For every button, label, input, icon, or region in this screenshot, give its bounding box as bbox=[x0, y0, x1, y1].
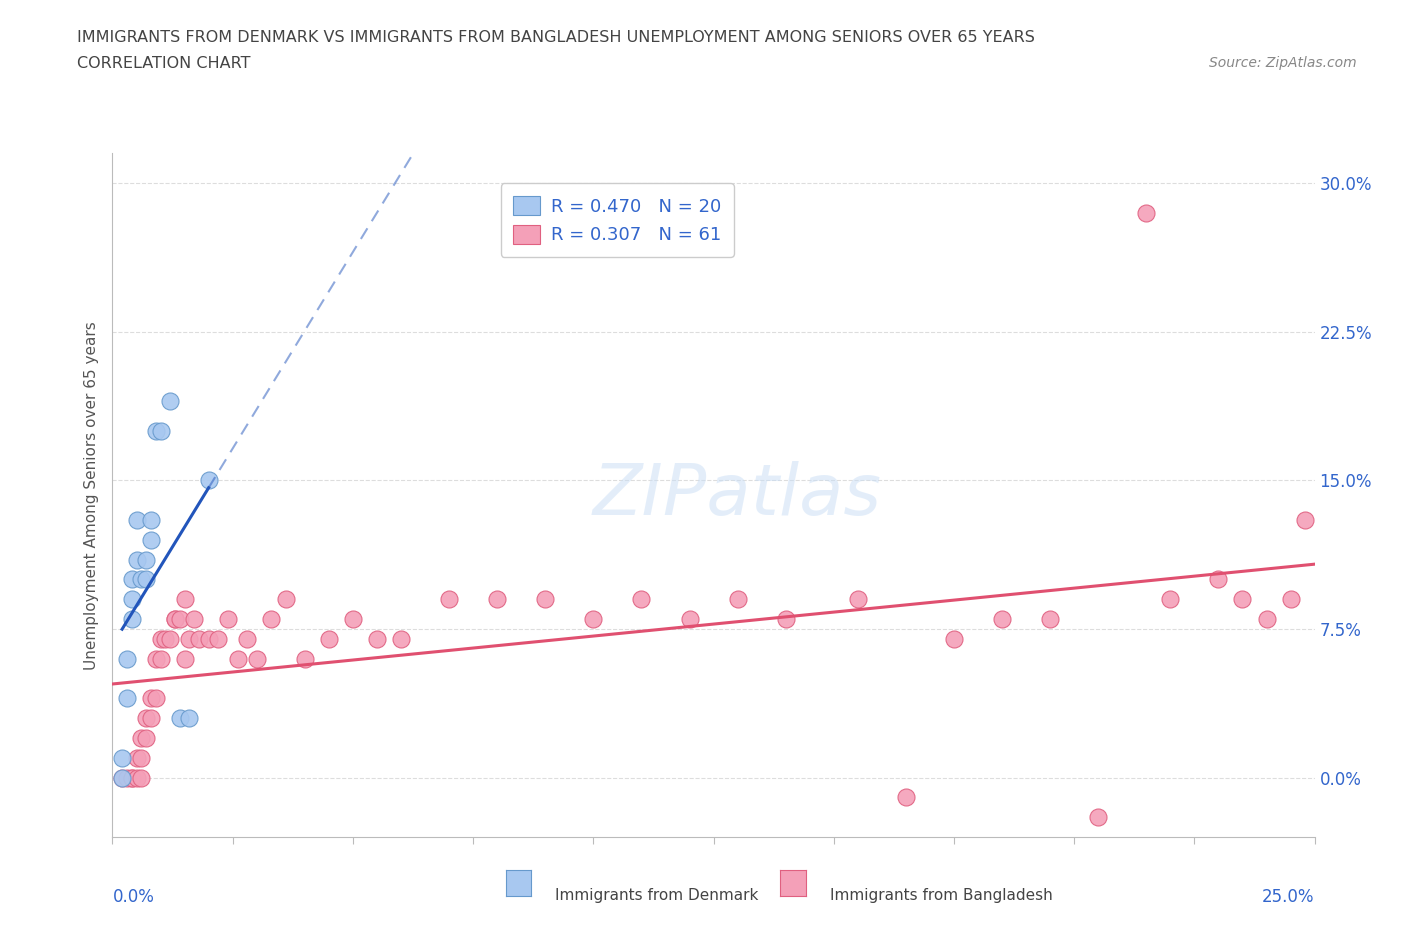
Point bbox=[111, 751, 134, 765]
Point bbox=[1294, 512, 1316, 527]
Text: 0.0%: 0.0% bbox=[112, 888, 155, 906]
Point bbox=[775, 612, 797, 627]
Point bbox=[294, 651, 316, 666]
Point bbox=[236, 631, 259, 646]
Point bbox=[678, 612, 700, 627]
Point bbox=[1087, 810, 1109, 825]
Point bbox=[389, 631, 412, 646]
Point bbox=[139, 691, 162, 706]
Point bbox=[121, 572, 143, 587]
Point bbox=[131, 770, 153, 785]
Point bbox=[179, 711, 201, 725]
Point bbox=[149, 631, 172, 646]
Point bbox=[159, 631, 181, 646]
Point bbox=[125, 751, 148, 765]
Point bbox=[131, 730, 153, 745]
Point bbox=[226, 651, 249, 666]
Point bbox=[139, 711, 162, 725]
Point bbox=[534, 591, 557, 606]
Point bbox=[125, 770, 148, 785]
Text: Immigrants from Denmark: Immigrants from Denmark bbox=[555, 888, 759, 903]
Point bbox=[274, 591, 297, 606]
Point bbox=[188, 631, 211, 646]
Point bbox=[139, 532, 162, 547]
Point bbox=[169, 612, 191, 627]
Text: IMMIGRANTS FROM DENMARK VS IMMIGRANTS FROM BANGLADESH UNEMPLOYMENT AMONG SENIORS: IMMIGRANTS FROM DENMARK VS IMMIGRANTS FR… bbox=[77, 30, 1035, 45]
Point bbox=[260, 612, 283, 627]
Point bbox=[145, 651, 167, 666]
Point bbox=[1135, 206, 1157, 220]
Point bbox=[115, 651, 138, 666]
Text: Source: ZipAtlas.com: Source: ZipAtlas.com bbox=[1209, 56, 1357, 70]
Point bbox=[1232, 591, 1254, 606]
Point bbox=[1039, 612, 1062, 627]
Point bbox=[894, 790, 917, 804]
Point bbox=[121, 770, 143, 785]
Point bbox=[121, 591, 143, 606]
Text: CORRELATION CHART: CORRELATION CHART bbox=[77, 56, 250, 71]
Point bbox=[1159, 591, 1181, 606]
Point bbox=[942, 631, 965, 646]
Point bbox=[131, 572, 153, 587]
Point bbox=[135, 572, 157, 587]
Point bbox=[630, 591, 652, 606]
Point bbox=[179, 631, 201, 646]
Point bbox=[163, 612, 186, 627]
Point bbox=[183, 612, 205, 627]
Point bbox=[246, 651, 269, 666]
Text: Immigrants from Bangladesh: Immigrants from Bangladesh bbox=[830, 888, 1052, 903]
Point bbox=[149, 423, 172, 438]
Point bbox=[173, 591, 195, 606]
Text: ZIPatlas: ZIPatlas bbox=[593, 460, 882, 530]
Point bbox=[163, 612, 186, 627]
Point bbox=[135, 552, 157, 567]
Point bbox=[145, 691, 167, 706]
Point bbox=[217, 612, 239, 627]
Point bbox=[1279, 591, 1302, 606]
Point bbox=[131, 751, 153, 765]
Point bbox=[846, 591, 869, 606]
Point bbox=[197, 473, 219, 488]
Point bbox=[155, 631, 177, 646]
Point bbox=[111, 770, 134, 785]
Point bbox=[318, 631, 340, 646]
Point bbox=[727, 591, 749, 606]
Point bbox=[197, 631, 219, 646]
Point bbox=[207, 631, 229, 646]
Point bbox=[173, 651, 195, 666]
Point bbox=[121, 770, 143, 785]
Point bbox=[342, 612, 364, 627]
Point bbox=[135, 730, 157, 745]
Point bbox=[111, 770, 134, 785]
Legend: R = 0.470   N = 20, R = 0.307   N = 61: R = 0.470 N = 20, R = 0.307 N = 61 bbox=[501, 183, 734, 257]
Point bbox=[366, 631, 388, 646]
Point bbox=[991, 612, 1014, 627]
Text: 25.0%: 25.0% bbox=[1263, 888, 1315, 906]
Point bbox=[159, 393, 181, 408]
Point bbox=[486, 591, 509, 606]
Point bbox=[145, 423, 167, 438]
Point bbox=[1256, 612, 1278, 627]
Point bbox=[149, 651, 172, 666]
Point bbox=[1208, 572, 1230, 587]
Point bbox=[169, 711, 191, 725]
Point bbox=[582, 612, 605, 627]
Point bbox=[437, 591, 460, 606]
Point bbox=[125, 552, 148, 567]
Point bbox=[139, 512, 162, 527]
Point bbox=[125, 512, 148, 527]
Point bbox=[121, 612, 143, 627]
Point bbox=[115, 691, 138, 706]
Point bbox=[135, 711, 157, 725]
Y-axis label: Unemployment Among Seniors over 65 years: Unemployment Among Seniors over 65 years bbox=[83, 321, 98, 670]
Point bbox=[115, 770, 138, 785]
